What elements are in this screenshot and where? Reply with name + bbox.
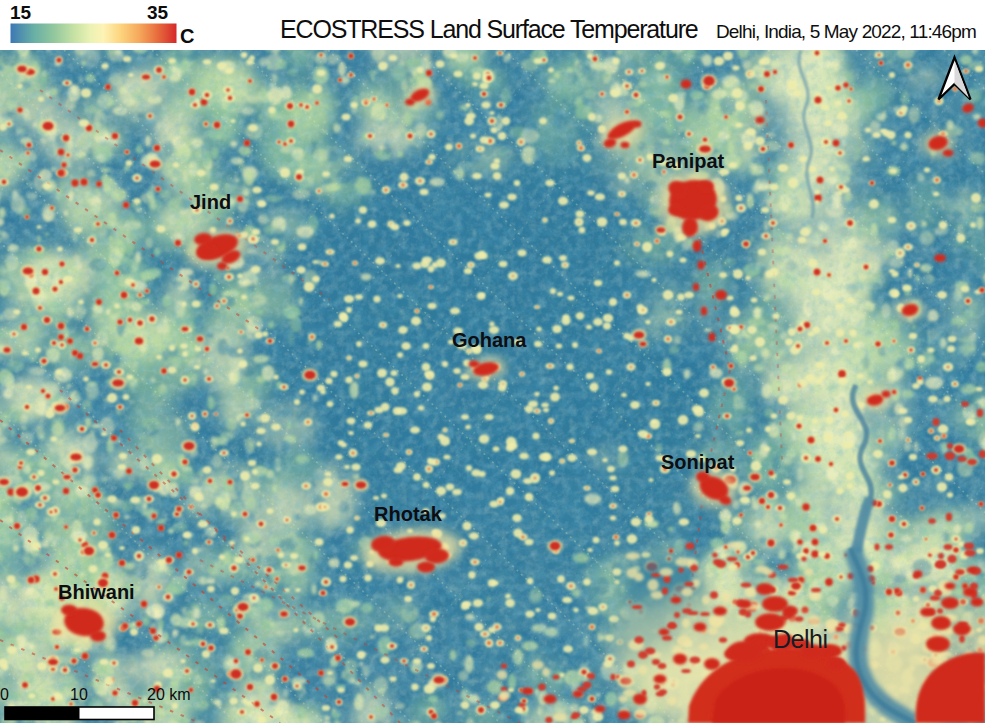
svg-text:Bhiwani: Bhiwani [58,581,135,603]
svg-text:Rhotak: Rhotak [374,503,443,525]
svg-text:35: 35 [147,2,169,23]
svg-text:Gohana: Gohana [452,329,527,351]
svg-text:C: C [180,25,194,47]
svg-text:ECOSTRESS Land Surface Tempera: ECOSTRESS Land Surface Temperature [280,15,698,43]
svg-text:Delhi: Delhi [773,625,827,653]
svg-text:Sonipat: Sonipat [661,451,735,473]
svg-text:Delhi, India, 5 May 2022, 11:4: Delhi, India, 5 May 2022, 11:46pm [716,21,976,42]
svg-text:Panipat: Panipat [652,150,725,172]
svg-text:Jind: Jind [190,191,231,213]
svg-text:20 km: 20 km [147,686,191,703]
svg-text:0: 0 [0,686,9,703]
svg-text:10: 10 [70,686,88,703]
svg-text:15: 15 [10,2,32,23]
